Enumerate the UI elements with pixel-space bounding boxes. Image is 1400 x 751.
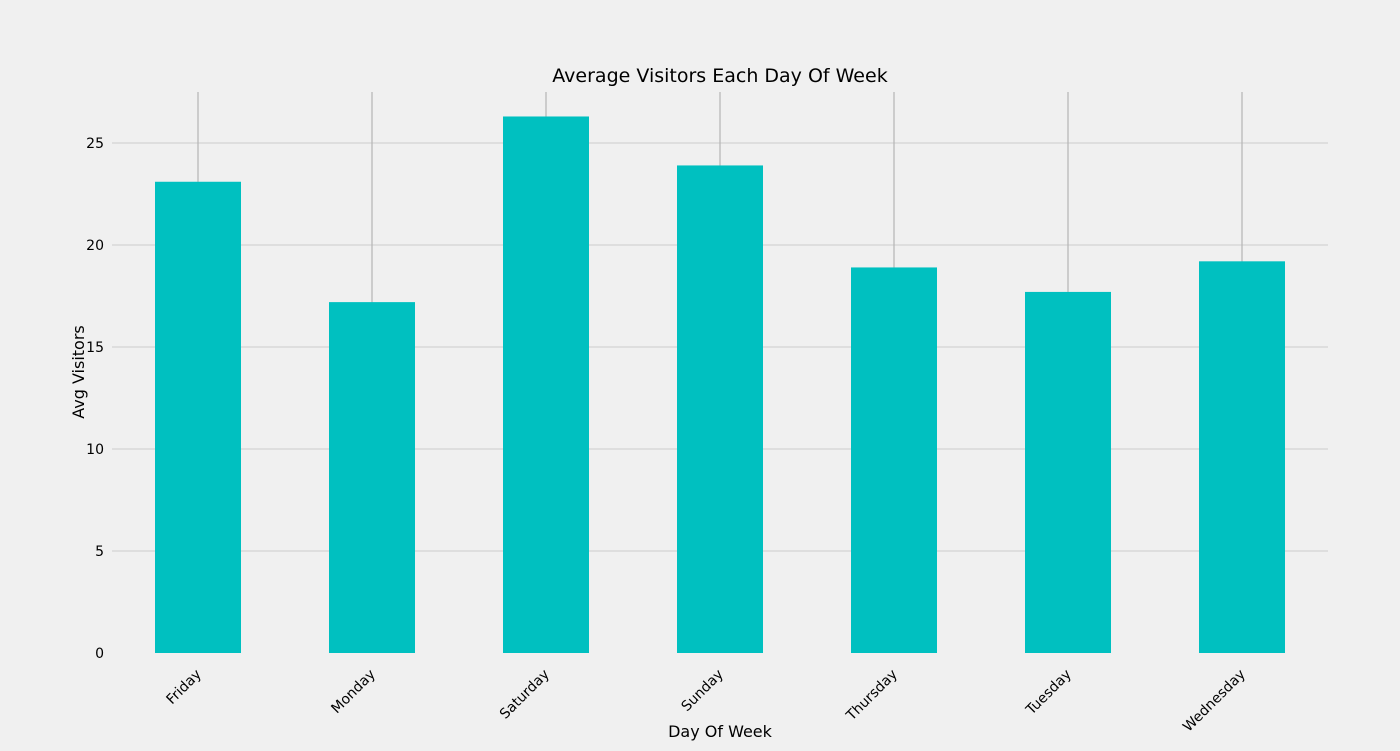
bar-wednesday xyxy=(1199,261,1285,653)
x-axis-label: Day Of Week xyxy=(668,722,773,741)
y-tick-label: 5 xyxy=(95,544,104,560)
bar-sunday xyxy=(677,165,763,653)
y-ticks: 0 5 10 15 20 25 xyxy=(86,136,104,662)
y-tick-label: 25 xyxy=(86,136,104,152)
x-tick-label-saturday: Saturday xyxy=(497,667,553,723)
bar-tuesday xyxy=(1025,291,1111,653)
bar-thursday xyxy=(851,267,937,653)
y-tick-label: 15 xyxy=(86,340,104,356)
y-axis-label: Avg Visitors xyxy=(69,325,88,419)
bar-friday xyxy=(155,181,241,653)
x-tick-label-wednesday: Wednesday xyxy=(1180,667,1249,736)
y-tick-label: 20 xyxy=(86,238,104,254)
bar-monday xyxy=(329,302,415,653)
x-tick-label-sunday: Sunday xyxy=(678,667,726,715)
chart-title: Average Visitors Each Day Of Week xyxy=(552,65,887,87)
y-tick-label: 0 xyxy=(95,646,104,662)
x-tick-label-friday: Friday xyxy=(164,667,205,708)
x-tick-label-tuesday: Tuesday xyxy=(1023,667,1075,719)
x-tick-label-thursday: Thursday xyxy=(843,667,901,725)
y-tick-label: 10 xyxy=(86,442,104,458)
bar-saturday xyxy=(503,116,589,654)
bars-layer xyxy=(155,116,1285,654)
x-tick-label-monday: Monday xyxy=(328,667,378,717)
